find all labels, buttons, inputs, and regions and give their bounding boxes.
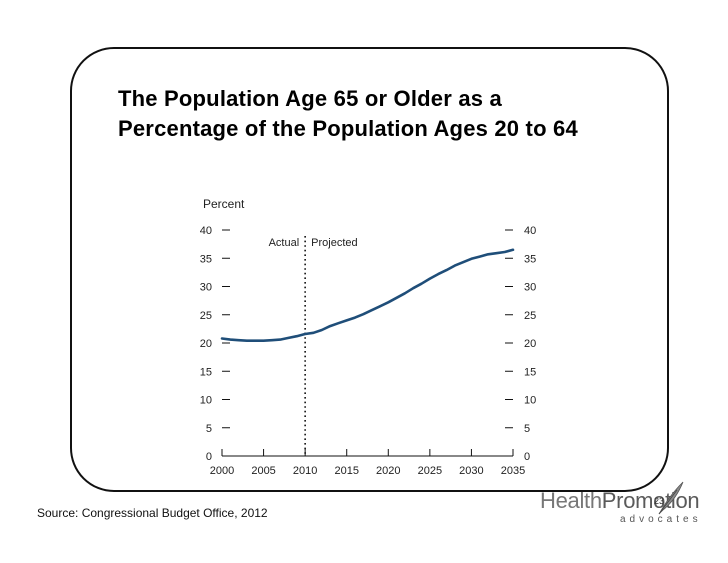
series-line-0 [220, 248, 515, 342]
health-promotion-logo: HealthPromotion advocates [538, 481, 700, 528]
x-tick-label-5: 2025 [418, 465, 442, 477]
y-tick-label-left-4: 20 [200, 338, 212, 350]
page-number: 23 [654, 496, 665, 506]
x-tick-label-3: 2015 [334, 465, 358, 477]
y-tick-label-right-6: 30 [524, 282, 536, 294]
x-tick-label-7: 2035 [501, 465, 525, 477]
chart-title-line-1: The Population Age 65 or Older as a [118, 86, 502, 111]
y-tick-label-left-3: 15 [200, 366, 212, 378]
y-tick-label-right-1: 5 [524, 423, 530, 435]
x-tick-label-6: 2030 [459, 465, 483, 477]
chart-title-line-2: Percentage of the Population Ages 20 to … [118, 116, 578, 141]
y-tick-label-left-6: 30 [200, 282, 212, 294]
slide-frame [70, 47, 669, 492]
y-tick-label-right-4: 20 [524, 338, 536, 350]
x-tick-label-0: 2000 [210, 465, 234, 477]
divider-label-projected: Projected [311, 237, 357, 249]
y-tick-label-right-8: 40 [524, 225, 536, 237]
x-tick-label-1: 2005 [251, 465, 275, 477]
logo-word-health: Health [540, 488, 602, 513]
feather-icon [658, 481, 684, 515]
divider-label-actual: Actual [269, 237, 300, 249]
y-tick-label-left-8: 40 [200, 225, 212, 237]
series-layer [220, 248, 515, 342]
source-note: Source: Congressional Budget Office, 201… [37, 506, 268, 520]
logo-tagline: advocates [620, 514, 702, 525]
y-tick-label-right-0: 0 [524, 451, 530, 463]
y-tick-label-left-1: 5 [206, 423, 212, 435]
y-tick-label-left-7: 35 [200, 253, 212, 265]
x-tick-label-2: 2010 [293, 465, 317, 477]
y-tick-label-right-2: 10 [524, 395, 536, 407]
y-tick-label-right-3: 15 [524, 366, 536, 378]
y-tick-label-left-0: 0 [206, 451, 212, 463]
x-tick-label-4: 2020 [376, 465, 400, 477]
actual-projected-divider: Actual Projected [269, 236, 358, 456]
y-tick-label-left-5: 25 [200, 310, 212, 322]
logo-word-promotion: Promotion [601, 488, 700, 513]
y-tick-label-left-2: 10 [200, 395, 212, 407]
y-tick-label-right-7: 35 [524, 253, 536, 265]
logo-wordmark: HealthPromotion [540, 488, 700, 514]
y-axis-label: Percent [203, 197, 245, 211]
chart-title: The Population Age 65 or Older as a Perc… [118, 84, 578, 144]
y-tick-label-right-5: 25 [524, 310, 536, 322]
